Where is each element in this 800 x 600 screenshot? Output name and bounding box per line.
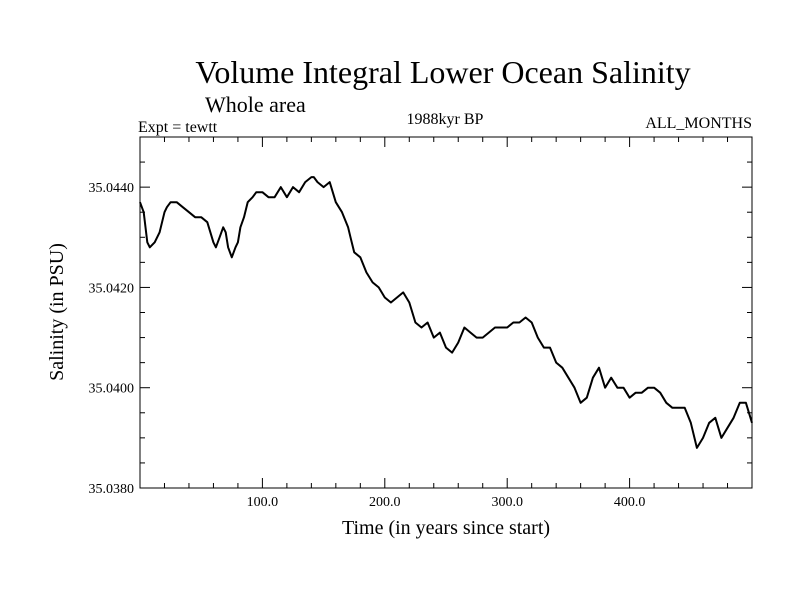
salinity-series-line <box>139 176 753 449</box>
x-axis-tick-labels: 100.0 200.0 300.0 400.0 <box>247 495 646 510</box>
experiment-label: Expt = tewtt <box>138 119 218 136</box>
y-axis-ticks <box>140 161 752 464</box>
plot-frame <box>139 136 753 489</box>
y-axis-label: Salinity (in PSU) <box>46 243 68 381</box>
x-tick-label: 200.0 <box>369 495 401 510</box>
x-tick-label: 300.0 <box>491 495 523 510</box>
y-tick-label: 35.0420 <box>89 281 135 296</box>
y-axis-tick-labels: 35.0380 35.0400 35.0420 35.0440 <box>89 181 135 497</box>
y-tick-label: 35.0440 <box>89 181 135 196</box>
chart-title: Volume Integral Lower Ocean Salinity <box>195 54 690 90</box>
chart-subtitle: Whole area <box>205 92 306 117</box>
x-axis-ticks <box>163 137 729 488</box>
y-tick-label: 35.0380 <box>89 482 135 497</box>
period-label: 1988kyr BP <box>407 111 484 128</box>
x-tick-label: 400.0 <box>614 495 646 510</box>
months-label: ALL_MONTHS <box>645 115 752 132</box>
y-tick-label: 35.0400 <box>89 382 135 397</box>
x-axis-label: Time (in years since start) <box>342 517 550 539</box>
x-tick-label: 100.0 <box>247 495 279 510</box>
